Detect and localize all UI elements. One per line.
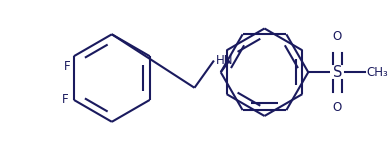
Text: F: F bbox=[62, 93, 68, 106]
Text: F: F bbox=[64, 60, 70, 73]
Text: S: S bbox=[333, 65, 342, 80]
Text: O: O bbox=[333, 101, 342, 114]
Text: O: O bbox=[333, 30, 342, 43]
Text: CH₃: CH₃ bbox=[367, 66, 388, 79]
Text: HN: HN bbox=[216, 54, 233, 67]
